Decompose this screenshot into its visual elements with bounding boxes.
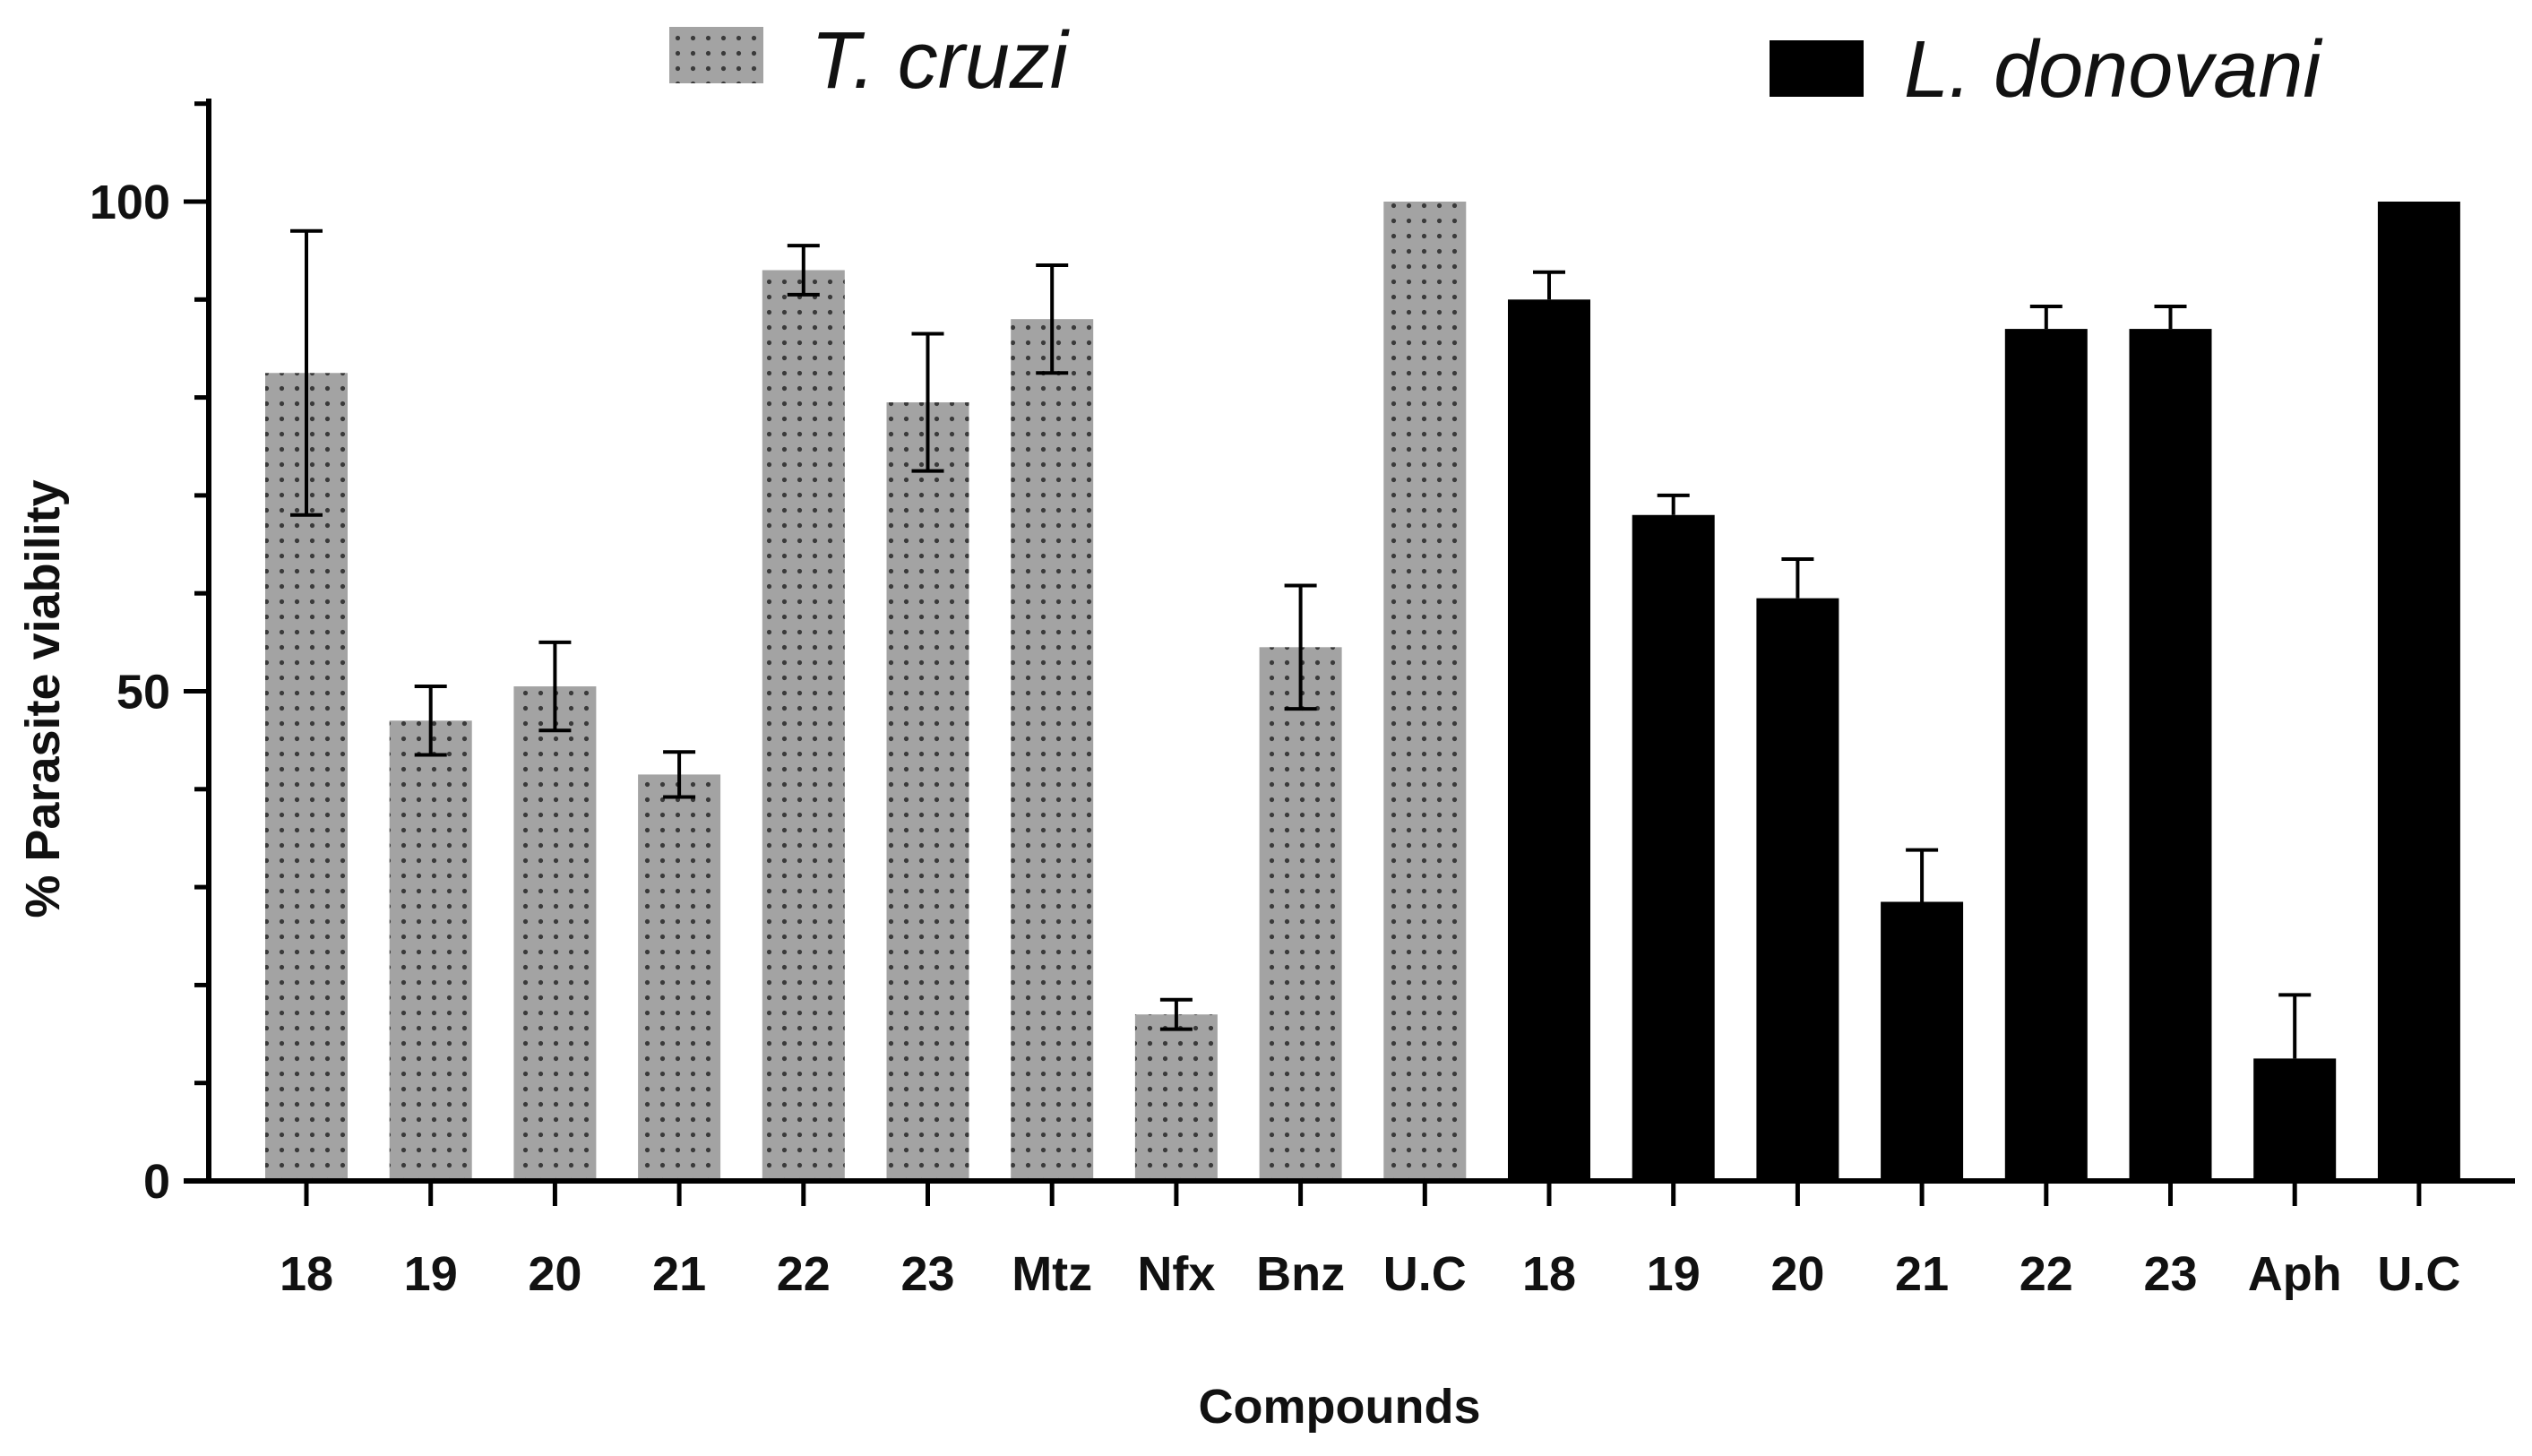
x-tick-label: U.C — [1383, 1247, 1467, 1301]
x-tick-label: Bnz — [1256, 1247, 1345, 1301]
error-bar-tcruzi-21 — [663, 750, 696, 799]
x-tick-label: Aph — [2248, 1247, 2342, 1301]
legend-label-tcruzi: T. cruzi — [811, 16, 1071, 106]
error-bar-ldonovani-20 — [1781, 556, 1814, 599]
x-ticks-group: 18 19 20 21 22 23 Mtz Nfx Bnz U.C 18 19 20 21 22 23 Aph U… — [280, 1181, 2460, 1301]
bar-tcruzi-Nfx — [1134, 1014, 1218, 1181]
bar-ldonovani-23 — [2129, 329, 2212, 1182]
x-tick-label: Mtz — [1012, 1247, 1092, 1301]
x-tick-label: 18 — [1522, 1247, 1576, 1301]
bar-ldonovani-Aph — [2253, 1058, 2337, 1181]
y-tick-label: 50 — [116, 666, 170, 719]
error-bar-ldonovani-18 — [1533, 270, 1565, 300]
legend-label-ldonovani: L. donovani — [1904, 25, 2323, 115]
bar-tcruzi-U.C — [1383, 202, 1467, 1181]
x-tick-label: Nfx — [1137, 1247, 1215, 1301]
x-tick-label: 21 — [1895, 1247, 1949, 1301]
error-bar-tcruzi-Mtz — [1036, 263, 1069, 375]
error-bar-ldonovani-19 — [1657, 493, 1690, 515]
bars-group — [265, 202, 2460, 1182]
x-tick-label: 19 — [404, 1247, 458, 1301]
legend-swatch-ldonovani — [1770, 40, 1864, 97]
x-tick-label: 23 — [900, 1247, 954, 1301]
x-tick-label: 21 — [652, 1247, 706, 1301]
y-ticks-group: 0 50 100 — [90, 101, 209, 1209]
bar-tcruzi-19 — [389, 720, 472, 1181]
x-tick-label: 20 — [528, 1247, 581, 1301]
error-bar-tcruzi-18 — [290, 228, 323, 517]
x-tick-label: U.C — [2377, 1247, 2460, 1301]
bar-ldonovani-22 — [2004, 329, 2088, 1182]
bar-tcruzi-Mtz — [1011, 319, 1094, 1181]
error-bars-group — [290, 228, 2312, 1059]
y-tick-label: 100 — [90, 176, 170, 229]
legend-swatch-tcruzi — [669, 27, 763, 83]
x-tick-label: 23 — [2143, 1247, 2197, 1301]
x-tick-label: 20 — [1770, 1247, 1824, 1301]
bar-ldonovani-20 — [1756, 598, 1839, 1181]
x-tick-label: 22 — [777, 1247, 831, 1301]
bar-tcruzi-23 — [886, 402, 969, 1181]
error-bar-tcruzi-Nfx — [1159, 997, 1193, 1031]
error-bar-tcruzi-20 — [538, 640, 572, 733]
error-bar-ldonovani-22 — [2029, 304, 2063, 330]
bar-tcruzi-22 — [762, 270, 845, 1181]
x-tick-label: 22 — [2020, 1247, 2073, 1301]
error-bar-ldonovani-Aph — [2278, 993, 2312, 1059]
bar-tcruzi-Bnz — [1259, 647, 1342, 1181]
error-bar-tcruzi-Bnz — [1284, 583, 1317, 711]
bar-tcruzi-21 — [638, 774, 721, 1181]
bar-ldonovani-19 — [1632, 514, 1715, 1181]
x-tick-label: 18 — [280, 1247, 333, 1301]
bar-ldonovani-18 — [1508, 299, 1590, 1181]
error-bar-ldonovani-21 — [1906, 848, 1939, 902]
y-axis-title: % Parasite viability — [16, 479, 70, 918]
bar-tcruzi-20 — [513, 686, 597, 1181]
bar-ldonovani-21 — [1881, 901, 1964, 1181]
bar-ldonovani-U.C — [2377, 202, 2460, 1181]
x-tick-label: 19 — [1647, 1247, 1701, 1301]
legend: T. cruzi L. donovani — [669, 16, 2323, 115]
error-bar-tcruzi-19 — [414, 685, 447, 757]
error-bar-tcruzi-22 — [787, 244, 820, 297]
y-tick-label: 0 — [143, 1155, 170, 1209]
error-bar-tcruzi-23 — [911, 332, 944, 473]
error-bar-ldonovani-23 — [2154, 304, 2187, 330]
x-axis-title: Compounds — [1199, 1380, 1481, 1434]
